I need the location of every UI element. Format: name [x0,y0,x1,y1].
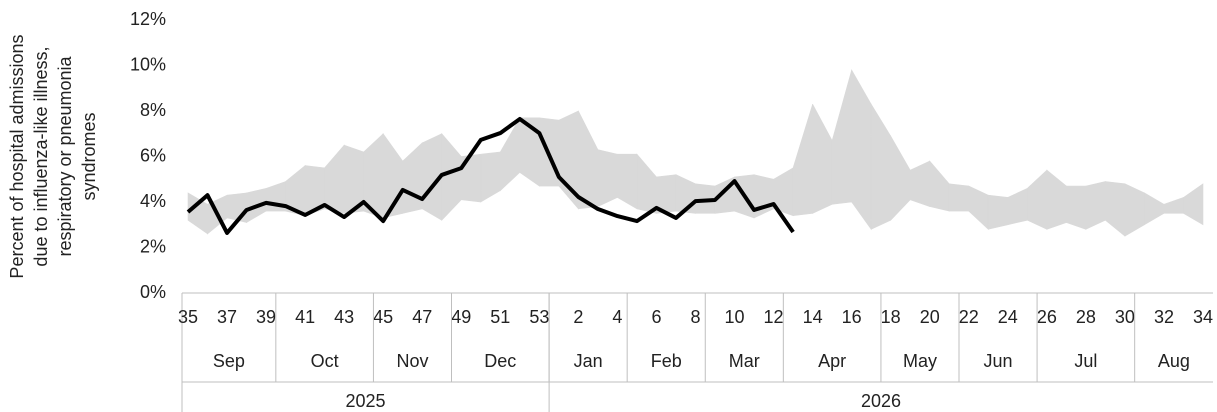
month-label: Jun [984,351,1013,371]
range-band [812,104,833,214]
series-line [186,116,795,235]
range-band [597,149,618,208]
month-label: Nov [396,351,428,371]
x-tick-label: 45 [373,307,393,327]
y-tick-label: 0% [140,282,166,302]
x-tick-label: 41 [295,307,315,327]
y-axis-title: Percent of hospital admissions [7,34,27,278]
range-band [909,160,931,207]
month-label: Dec [484,351,516,371]
x-tick-label: 16 [842,307,862,327]
x-tick-label: 10 [725,307,745,327]
y-tick-label: 8% [140,100,166,120]
y-tick-label: 10% [130,54,166,74]
range-band [1144,192,1165,226]
range-band [480,151,501,203]
range-band [890,134,911,221]
range-band [636,153,657,214]
month-label: May [903,351,937,371]
x-tick-label: 47 [412,307,432,327]
x-tick-label: 37 [217,307,237,327]
range-band [968,185,989,230]
x-tick-label: 30 [1115,307,1135,327]
x-tick-label: 12 [764,307,784,327]
month-label: Jul [1074,351,1097,371]
y-tick-label: 12% [130,9,166,29]
range-band [1105,181,1126,237]
range-band [792,104,813,216]
range-band [402,142,423,214]
range-band [1163,197,1184,214]
x-tick-label: 6 [651,307,661,327]
month-label: Aug [1158,351,1190,371]
y-axis-title: syndromes [79,112,99,200]
month-label: Oct [311,351,339,371]
x-tick-label: 14 [803,307,823,327]
x-tick-label: 2 [573,307,583,327]
month-label: Sep [213,351,245,371]
month-label: Mar [729,351,760,371]
month-label: Feb [651,351,682,371]
x-tick-label: 20 [920,307,940,327]
y-axis-title: due to influenza-like illness, [31,46,51,266]
range-band [1046,169,1067,230]
x-tick-label: 8 [690,307,700,327]
range-band [851,68,872,231]
y-tick-label: 6% [140,145,166,165]
range-band [1066,185,1087,230]
month-label: Apr [818,351,846,371]
x-tick-label: 26 [1037,307,1057,327]
range-band [1183,183,1204,226]
range-band [870,103,891,230]
x-tick-label: 53 [529,307,549,327]
range-band [929,160,950,212]
range-band [1027,169,1048,230]
range-band [831,69,852,205]
range-band [617,153,638,210]
range-band [1007,187,1028,226]
year-label: 2025 [346,391,386,411]
x-tick-label: 28 [1076,307,1096,327]
x-tick-label: 32 [1154,307,1174,327]
range-band [226,192,247,223]
x-tick-label: 22 [959,307,979,327]
x-tick-label: 49 [451,307,471,327]
range-band [441,132,462,221]
x-tick-label: 24 [998,307,1018,327]
x-tick-label: 4 [612,307,622,327]
x-tick-label: 34 [1193,307,1213,327]
year-label: 2026 [861,391,901,411]
month-label: Jan [574,351,603,371]
x-tick-label: 39 [256,307,276,327]
y-tick-label: 4% [140,191,166,211]
y-axis-title: respiratory or pneumonia [55,55,75,256]
y-tick-label: 2% [140,236,166,256]
range-band [948,183,970,212]
range-band [1124,183,1145,237]
x-tick-label: 35 [178,307,198,327]
x-tick-label: 18 [881,307,901,327]
range-band [987,194,1009,230]
range-band [753,174,774,219]
range-band [578,110,599,210]
range-band [1085,181,1106,230]
range-band [324,144,345,214]
x-tick-label: 51 [490,307,510,327]
x-tick-label: 43 [334,307,354,327]
